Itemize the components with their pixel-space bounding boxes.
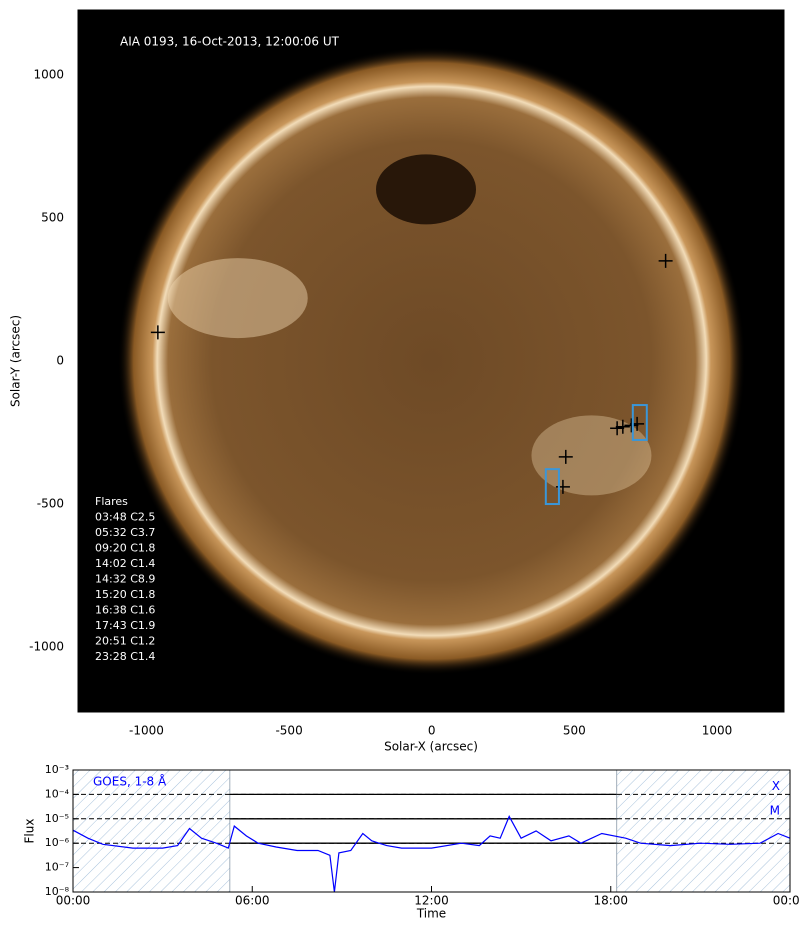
legend-label: GOES, 1-8 Å [93, 774, 167, 789]
flare-marker [615, 419, 630, 434]
flare-list-item: 23:28 C1.4 [95, 650, 155, 663]
flux-line [72, 815, 791, 893]
flare-marker [624, 418, 639, 433]
y-axis-label: Flux [23, 819, 37, 844]
x-tick-label: -500 [275, 724, 302, 738]
flare-list-item: 14:32 C8.9 [95, 573, 155, 586]
y-tick-label: -1000 [29, 640, 64, 654]
y-tick-label: 10⁻⁴ [45, 787, 70, 800]
y-tick-label: 10⁻⁵ [45, 812, 69, 825]
region-box [544, 468, 560, 506]
flare-marker [150, 325, 165, 340]
x-tick-label: 12:00 [414, 894, 449, 908]
shaded-range [72, 769, 231, 893]
flare-list-item: 14:02 C1.4 [95, 557, 155, 570]
flare-list-item: 15:20 C1.8 [95, 588, 155, 601]
x-tick-label: 500 [563, 724, 586, 738]
y-tick-label: 0 [56, 354, 64, 368]
region-box [631, 404, 648, 441]
x-tick-label: 06:00 [235, 894, 270, 908]
coronal-hole [376, 154, 477, 225]
solar-image [117, 47, 746, 675]
y-axis-label: Solar-Y (arcsec) [9, 315, 23, 407]
flare-list-item: 03:48 C2.5 [95, 511, 155, 524]
class-label: M [770, 803, 780, 817]
y-tick-label: 1000 [33, 67, 64, 81]
x-tick-label: -1000 [129, 724, 164, 738]
class-label: X [772, 779, 780, 793]
y-tick-label: 10⁻⁷ [45, 861, 69, 874]
y-tick-label: -500 [37, 497, 64, 511]
flare-list-item: 05:32 C3.7 [95, 526, 155, 539]
x-axis-label: Time [416, 907, 446, 921]
active-region [167, 258, 308, 339]
x-tick-label: 00:00 [56, 894, 91, 908]
y-tick-label: 10⁻⁶ [45, 836, 70, 849]
flare-marker [558, 449, 573, 464]
flare-list-item: 16:38 C1.6 [95, 604, 155, 617]
x-tick-label: 00:00 [773, 894, 799, 908]
flare-marker [658, 253, 673, 268]
x-axis-label: Solar-X (arcsec) [384, 740, 478, 754]
solar-disk [117, 47, 746, 675]
flare-list-item: 20:51 C1.2 [95, 635, 155, 648]
y-tick-label: 500 [41, 210, 64, 224]
x-tick-label: 1000 [702, 724, 733, 738]
active-region [531, 415, 652, 496]
shaded-range [616, 769, 791, 893]
y-tick-label: 10⁻³ [45, 763, 69, 776]
x-tick-label: 18:00 [593, 894, 628, 908]
y-tick-label: 10⁻⁸ [45, 885, 70, 898]
flare-list-item: 09:20 C1.8 [95, 542, 155, 555]
flare-marker [610, 421, 625, 436]
flare-list-title: Flares [95, 495, 128, 508]
x-tick-label: 0 [428, 724, 436, 738]
plot-title: AIA 0193, 16-Oct-2013, 12:00:06 UT [120, 35, 340, 49]
flare-list-item: 17:43 C1.9 [95, 619, 155, 632]
